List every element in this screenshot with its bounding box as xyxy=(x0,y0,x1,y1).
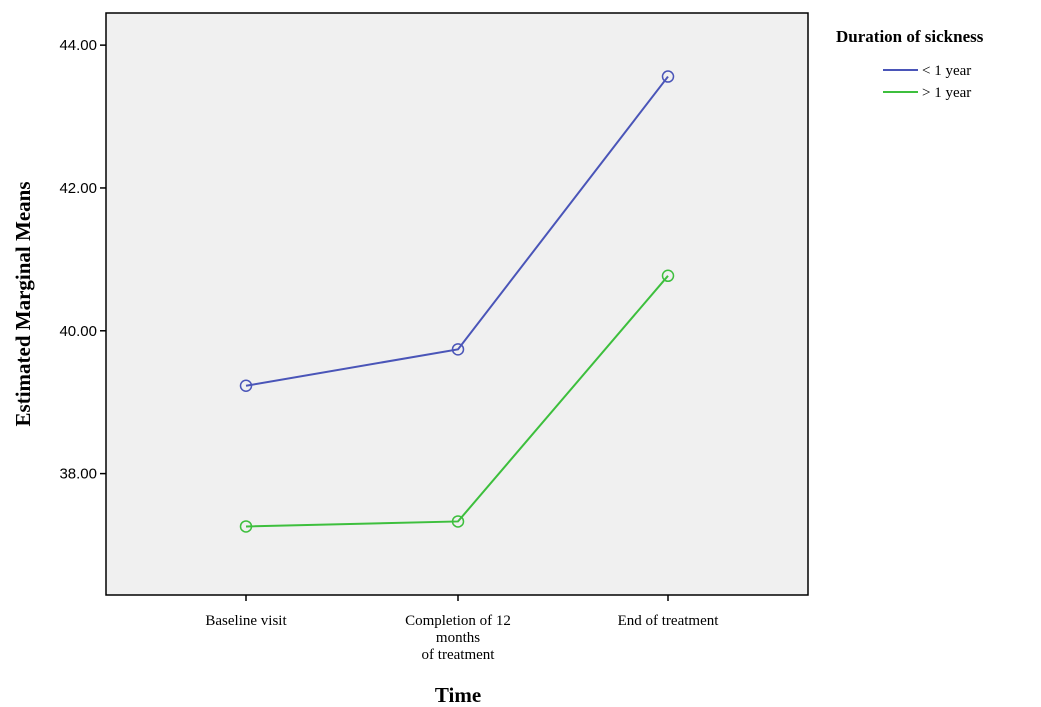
y-tick-label: 40.00 xyxy=(59,323,97,340)
x-tick-label: Baseline visit xyxy=(205,613,287,629)
legend-title: Duration of sickness xyxy=(836,27,984,46)
plot-area xyxy=(105,12,809,596)
y-tick-label: 42.00 xyxy=(59,180,97,197)
series-2 xyxy=(239,269,675,533)
data-point xyxy=(239,379,253,393)
x-tick-label: End of treatment xyxy=(618,613,720,629)
series-1 xyxy=(239,70,675,393)
data-point xyxy=(451,343,465,356)
legend: Duration of sickness < 1 year > 1 year xyxy=(836,27,984,101)
series-line xyxy=(245,275,669,528)
y-axis-title: Estimated Marginal Means xyxy=(11,182,35,427)
data-point xyxy=(661,269,675,283)
legend-label: > 1 year xyxy=(922,85,971,101)
x-axis-title: Time xyxy=(435,683,481,707)
x-tick-label: Completion of 12 months of treatment xyxy=(405,613,511,663)
series-layer xyxy=(239,70,675,533)
data-point xyxy=(661,70,675,83)
data-point xyxy=(451,515,465,528)
data-point xyxy=(239,520,253,533)
x-axis: Baseline visit Completion of 12 months of t… xyxy=(205,595,719,663)
legend-items: < 1 year > 1 year xyxy=(883,63,971,101)
y-axis: 38.00 40.00 42.00 44.00 xyxy=(59,37,106,483)
y-tick-label: 44.00 xyxy=(59,37,97,54)
series-line xyxy=(245,75,669,387)
y-tick-label: 38.00 xyxy=(59,466,97,483)
legend-label: < 1 year xyxy=(922,63,971,79)
